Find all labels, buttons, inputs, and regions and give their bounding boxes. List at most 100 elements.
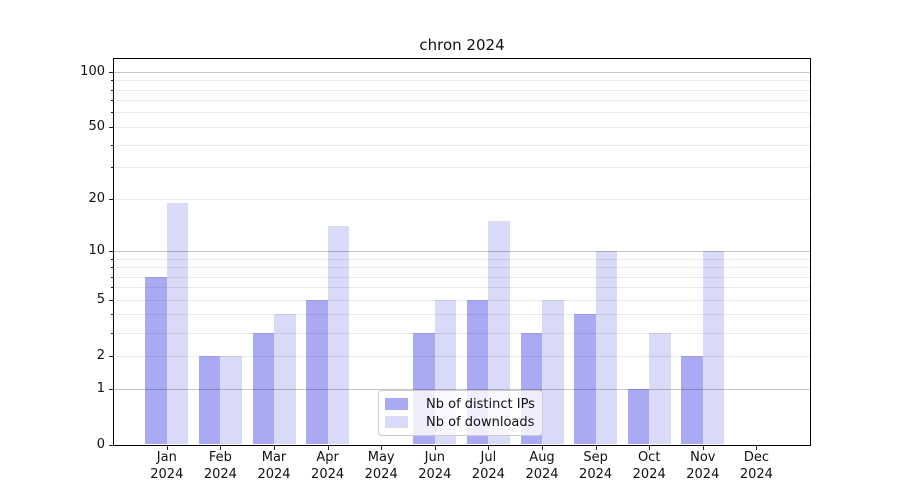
x-axis-tick-label: Oct 2024: [609, 450, 689, 483]
x-axis-tick-label-line: 2024: [364, 466, 398, 482]
bar-nov-ips: [681, 355, 703, 445]
bar-feb-downloads: [220, 355, 242, 445]
bar-oct-downloads: [649, 332, 671, 445]
legend-item: Nb of distinct IPs: [385, 395, 535, 413]
bar-jan-ips: [145, 276, 167, 445]
y-axis-minor-tick-mark: [110, 89, 113, 91]
bar-mar-downloads: [274, 314, 296, 445]
x-axis-tick-label: Jul 2024: [448, 450, 528, 483]
x-axis-tick-mark: [488, 445, 490, 450]
x-axis-tick-label-line: 2024: [632, 466, 666, 482]
y-axis-tick-mark: [109, 444, 113, 446]
x-axis-tick-label-line: 2024: [686, 466, 720, 482]
x-axis-tick-label: Feb 2024: [180, 450, 260, 483]
x-axis-tick-label-line: May: [367, 450, 395, 465]
x-axis-tick-label: Apr 2024: [288, 450, 368, 483]
y-axis-minor-tick-mark: [110, 80, 113, 82]
x-axis-tick-label: Sep 2024: [556, 450, 636, 483]
minor-gridline: [114, 126, 810, 128]
x-axis-tick-label-line: Jun: [424, 450, 445, 465]
minor-gridline: [114, 355, 810, 357]
x-axis-tick-label-line: Apr: [316, 450, 339, 465]
minor-gridline: [114, 167, 810, 169]
plot-area: [113, 58, 811, 446]
bar-feb-ips: [198, 355, 221, 445]
x-axis-tick-label: Jun 2024: [395, 450, 475, 483]
y-axis-tick-mark: [109, 126, 113, 128]
minor-gridline: [114, 112, 810, 114]
x-axis-tick-label: Mar 2024: [234, 450, 314, 483]
x-axis-tick-label-line: Jul: [480, 450, 497, 465]
chart-title: chron 2024: [419, 36, 505, 54]
legend-item: Nb of downloads: [385, 413, 534, 431]
y-axis-minor-tick-mark: [110, 258, 113, 260]
legend-swatch: [385, 416, 408, 428]
bar-jul-downloads: [488, 220, 510, 445]
y-axis-minor-tick-mark: [110, 112, 113, 114]
legend-swatch: [385, 398, 408, 410]
x-axis-tick-label-line: Oct: [637, 450, 661, 465]
legend-label: Nb of distinct IPs: [426, 396, 535, 412]
major-gridline: [114, 71, 810, 73]
x-axis-tick-label-line: Sep: [583, 450, 608, 465]
y-axis-tick-mark: [109, 388, 113, 390]
x-axis-tick-label-line: 2024: [579, 466, 613, 482]
y-axis-tick-mark: [109, 299, 113, 301]
y-axis-tick-label: 0: [96, 437, 105, 452]
x-axis-tick-label-line: Nov: [690, 450, 716, 465]
x-axis-tick-mark: [220, 445, 222, 450]
x-axis-tick-label-line: 2024: [525, 466, 559, 482]
major-gridline: [114, 250, 810, 252]
minor-gridline: [114, 314, 810, 316]
y-axis-tick-mark: [109, 198, 113, 200]
x-axis-tick-label-line: 2024: [471, 466, 505, 482]
x-axis-tick-label-line: 2024: [311, 466, 345, 482]
x-axis-tick-label-line: 2024: [418, 466, 452, 482]
x-axis-tick-mark: [434, 445, 436, 450]
x-axis-tick-mark: [649, 445, 651, 450]
y-axis-tick-label: 20: [88, 191, 105, 207]
legend-label: Nb of downloads: [426, 414, 535, 430]
minor-gridline: [114, 332, 810, 334]
x-axis-tick-label-line: Mar: [261, 450, 287, 465]
minor-gridline: [114, 198, 810, 200]
y-axis-tick-label: 100: [80, 64, 105, 80]
x-axis-tick-label-line: 2024: [257, 466, 291, 482]
x-axis-tick-label: Dec 2024: [716, 450, 796, 483]
minor-gridline: [114, 258, 810, 260]
x-axis-tick-mark: [274, 445, 275, 450]
bar-apr-downloads: [327, 225, 350, 445]
y-axis-tick-label: 10: [88, 243, 105, 259]
x-axis-tick-mark: [381, 445, 383, 450]
x-axis-tick-mark: [542, 445, 543, 450]
bar-apr-ips: [306, 299, 328, 445]
y-axis-tick-mark: [109, 355, 113, 357]
bar-mar-ips: [252, 332, 274, 445]
minor-gridline: [114, 144, 810, 146]
x-axis-tick-mark: [166, 445, 168, 450]
y-axis-tick-label: 5: [96, 292, 105, 308]
x-axis-tick-label: May 2024: [341, 450, 421, 483]
x-axis-tick-mark: [702, 445, 704, 450]
x-axis-tick-mark: [327, 445, 329, 450]
y-axis-minor-tick-mark: [110, 267, 113, 268]
x-axis-tick-label: Jan 2024: [127, 450, 207, 483]
bar-oct-ips: [627, 388, 650, 445]
y-axis-tick-label: 1: [96, 381, 105, 396]
minor-gridline: [114, 287, 810, 289]
bar-aug-downloads: [542, 299, 564, 445]
major-gridline: [114, 388, 810, 390]
legend: Nb of distinct IPs Nb of downloads: [378, 390, 543, 436]
y-axis-minor-tick-mark: [110, 144, 113, 146]
minor-gridline: [114, 299, 810, 301]
minor-gridline: [114, 89, 810, 91]
bar-nov-downloads: [702, 250, 725, 445]
y-axis-minor-tick-mark: [110, 100, 113, 102]
x-axis-tick-label-line: Feb: [208, 450, 232, 465]
minor-gridline: [114, 267, 810, 268]
x-axis-tick-label-line: Aug: [529, 450, 555, 465]
minor-gridline: [114, 276, 810, 278]
y-axis-minor-tick-mark: [110, 287, 113, 289]
minor-gridline: [114, 80, 810, 82]
